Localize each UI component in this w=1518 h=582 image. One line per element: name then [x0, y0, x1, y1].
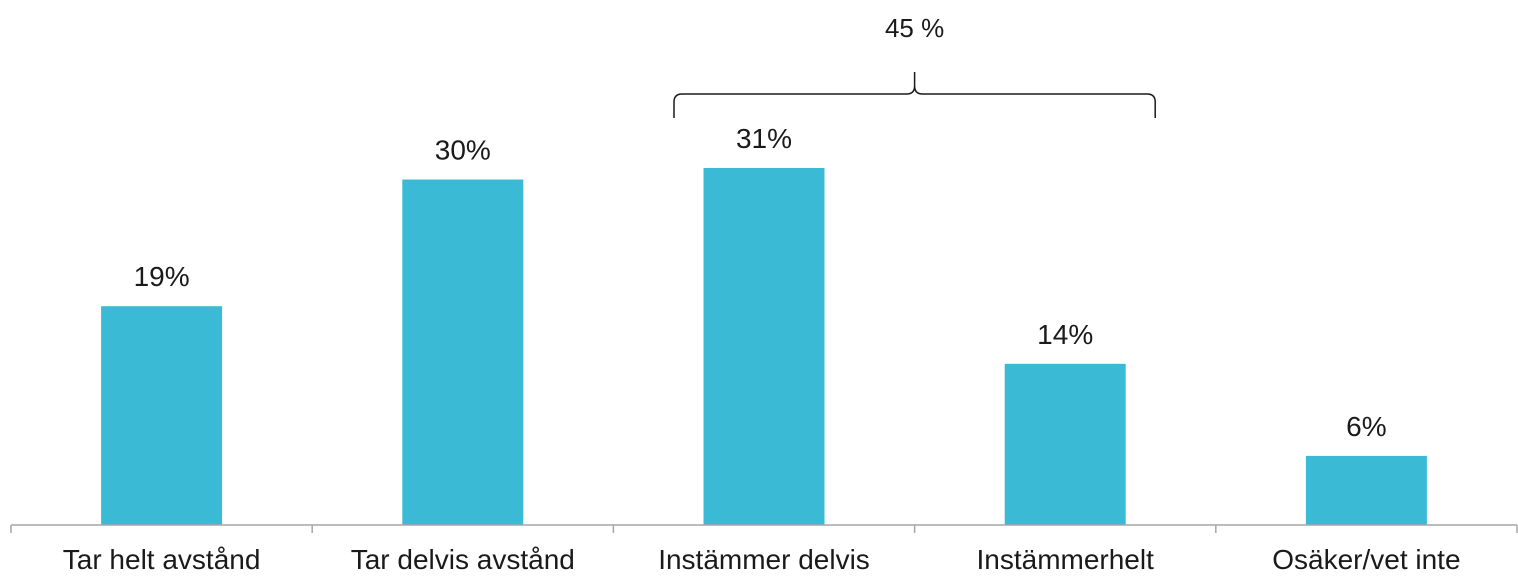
data-label-3: 31% — [736, 123, 792, 154]
bar-4 — [1004, 363, 1126, 525]
bracket-label: 45 % — [885, 13, 944, 43]
data-label-5: 6% — [1346, 411, 1386, 442]
bars-layer — [101, 168, 1427, 525]
x-tick-label-3: Instämmer delvis — [658, 544, 870, 575]
x-tick-label-4: Instämmerhelt — [976, 544, 1154, 575]
bar-2 — [402, 179, 524, 525]
x-axis: Tar helt avstånd Tar delvis avstånd Instäm… — [10, 524, 1518, 575]
data-label-2: 30% — [435, 135, 491, 166]
data-label-1: 19% — [134, 261, 190, 292]
data-label-4: 14% — [1037, 319, 1093, 350]
bracket-annotation: 45 % — [673, 13, 1156, 118]
data-labels-layer: 19% 30% 31% 14% 6% — [134, 123, 1387, 442]
bar-3 — [703, 168, 825, 525]
x-tick-label-1: Tar helt avstånd — [63, 544, 261, 575]
x-tick-label-5: Osäker/vet inte — [1272, 544, 1460, 575]
bracket-path — [673, 72, 1156, 118]
x-tick-label-2: Tar delvis avstånd — [351, 544, 575, 575]
bar-5 — [1305, 455, 1427, 525]
bar-1 — [101, 306, 223, 525]
